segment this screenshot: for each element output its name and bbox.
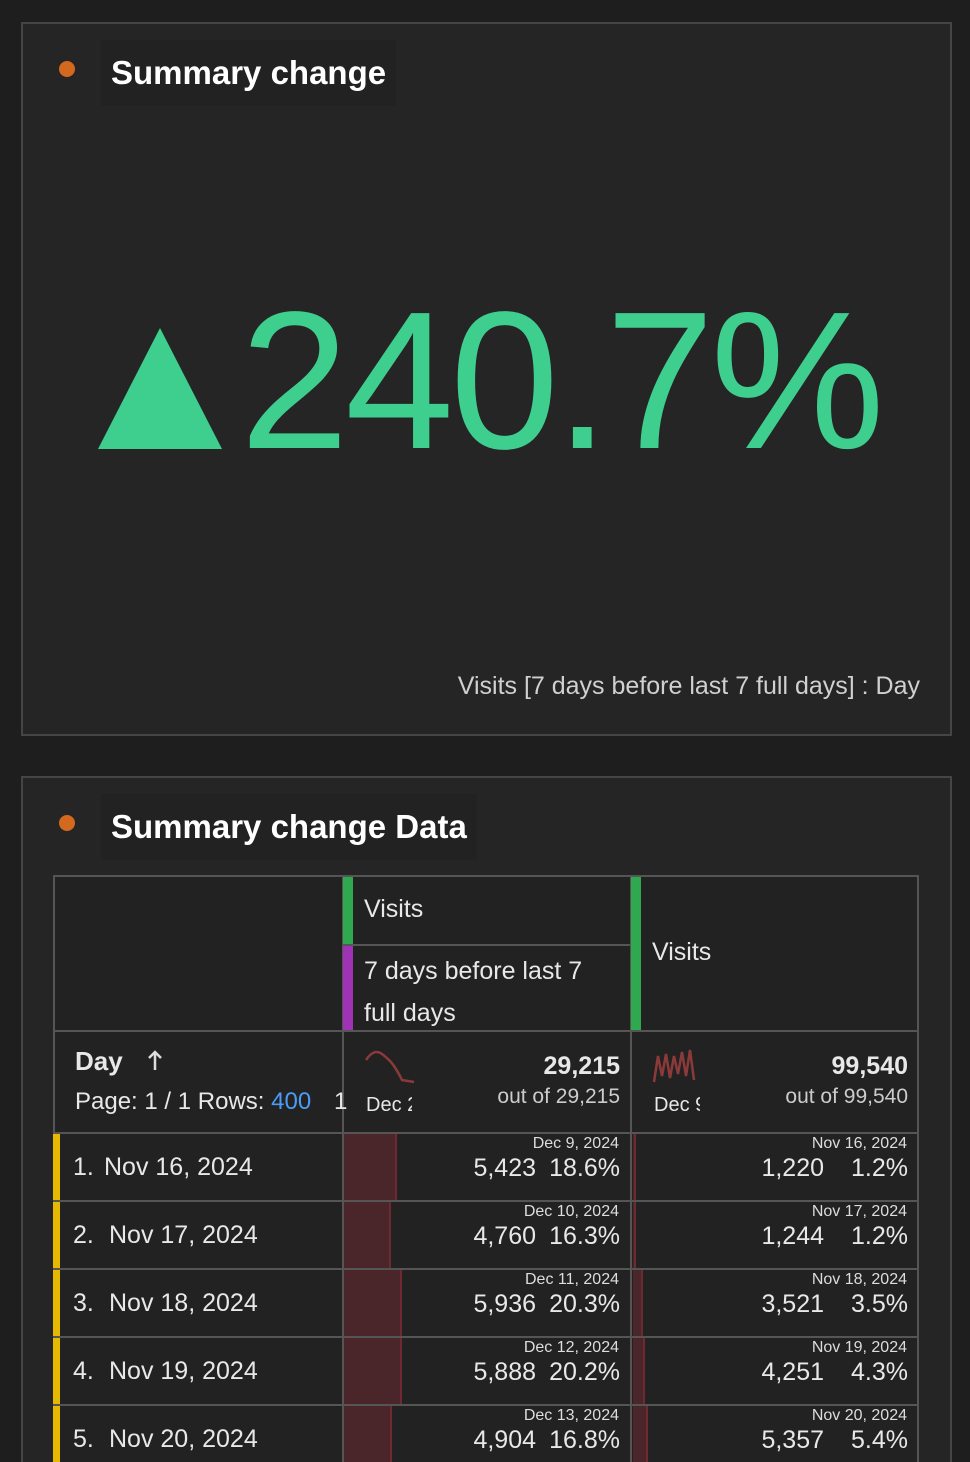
row-index: 1. [73,1153,94,1181]
column-metric: Visits [364,895,424,923]
panel-title[interactable]: Summary change Data [101,794,477,860]
column-segment: 7 days before last 7 full days [364,957,583,1027]
cell-date: Nov 19, 2024 [811,1339,907,1356]
cell-value: 4,251 [761,1358,824,1386]
summary-value: 240.7% [240,271,885,490]
cell-pct: 4.3% [851,1358,908,1386]
cell-bar [344,1406,393,1462]
pagination: Page: 1 / 1 Rows: 400 [75,1088,311,1116]
row-divider [53,1268,919,1270]
row-marker [53,1202,60,1268]
cell-date: Dec 13, 2024 [523,1407,619,1424]
rows-count[interactable]: 400 [271,1088,312,1115]
row-divider [53,1200,919,1202]
metric-handle[interactable] [343,877,353,944]
spark-label: Dec 9 [654,1094,700,1116]
cell-pct: 20.3% [549,1290,620,1318]
cell-bar [633,1202,637,1268]
column-out-of: out of 29,215 [497,1085,620,1108]
cell-bar [344,1270,403,1336]
up-arrow [98,328,222,449]
dimension-header[interactable]: Day [75,1046,123,1076]
cell-bar [344,1338,402,1404]
cell-value: 5,888 [473,1358,536,1386]
column-total: 29,215 [543,1052,620,1080]
cell-date: Dec 9, 2024 [532,1135,619,1152]
row-index: 4. [73,1357,94,1385]
panel-title[interactable]: Summary change [101,40,397,106]
segment-handle[interactable] [343,946,353,1030]
cell-pct: 16.8% [549,1426,620,1454]
cell-value: 1,244 [761,1222,824,1250]
cell-bar [633,1338,646,1404]
header-divider [344,944,630,946]
row-index: 5. [73,1425,94,1453]
row-index: 2. [73,1221,94,1249]
row-day: Nov 19, 2024 [109,1357,258,1385]
page-label: Page: [75,1088,138,1115]
cell-pct: 18.6% [549,1154,620,1182]
cell-value: 4,760 [473,1222,536,1250]
row-day: Nov 20, 2024 [109,1425,258,1453]
summary-caption: Visits [7 days before last 7 full days] … [457,672,920,700]
row-day: Nov 18, 2024 [109,1289,258,1317]
row-day: Nov 16, 2024 [104,1153,253,1181]
cell-pct: 20.2% [549,1358,620,1386]
cell-value: 1,220 [761,1154,824,1182]
cell-pct: 3.5% [851,1290,908,1318]
cell-bar [633,1406,649,1462]
col-divider [342,875,344,1462]
row-divider [53,1404,919,1406]
row-marker [53,1338,60,1404]
cell-date: Nov 20, 2024 [811,1407,907,1424]
row-index: 3. [73,1289,94,1317]
row-marker [53,1270,60,1336]
row-day: Nov 17, 2024 [109,1221,258,1249]
status-dot [59,61,75,77]
header-divider [53,1030,919,1032]
summary-divider [53,1132,919,1134]
cell-bar [633,1134,637,1200]
cell-pct: 1.2% [851,1222,908,1250]
cell-date: Dec 11, 2024 [525,1271,619,1288]
metric-handle[interactable] [631,877,641,1030]
freeform-table [53,875,919,1462]
cell-value: 3,521 [761,1290,824,1318]
rows-label: Rows: [197,1088,265,1115]
sort-icon[interactable] [146,1050,164,1072]
col-divider [630,875,632,1462]
cell-value: 4,904 [473,1426,536,1454]
page-number: 1 / 1 [144,1088,192,1115]
cell-date: Dec 12, 2024 [523,1339,619,1356]
cell-value: 5,423 [473,1154,536,1182]
sparkline [652,1049,696,1083]
page-extra: 1 [334,1088,348,1115]
cell-bar [633,1270,644,1336]
cell-date: Nov 18, 2024 [811,1271,907,1288]
row-marker [53,1134,60,1200]
cell-date: Nov 17, 2024 [811,1203,907,1220]
row-marker [53,1406,60,1462]
column-total: 99,540 [831,1052,908,1080]
cell-bar [344,1202,391,1268]
cell-pct: 5.4% [851,1426,908,1454]
status-dot [59,815,75,831]
cell-pct: 1.2% [851,1154,908,1182]
spark-label: Dec 2 [366,1094,412,1116]
row-divider [53,1336,919,1338]
column-metric: Visits [652,938,712,966]
cell-date: Dec 10, 2024 [523,1203,619,1220]
cell-bar [344,1134,398,1200]
cell-value: 5,357 [761,1426,824,1454]
sparkline [364,1050,415,1084]
cell-pct: 16.3% [549,1222,620,1250]
column-out-of: out of 99,540 [785,1085,908,1108]
cell-value: 5,936 [473,1290,536,1318]
cell-date: Nov 16, 2024 [811,1135,907,1152]
